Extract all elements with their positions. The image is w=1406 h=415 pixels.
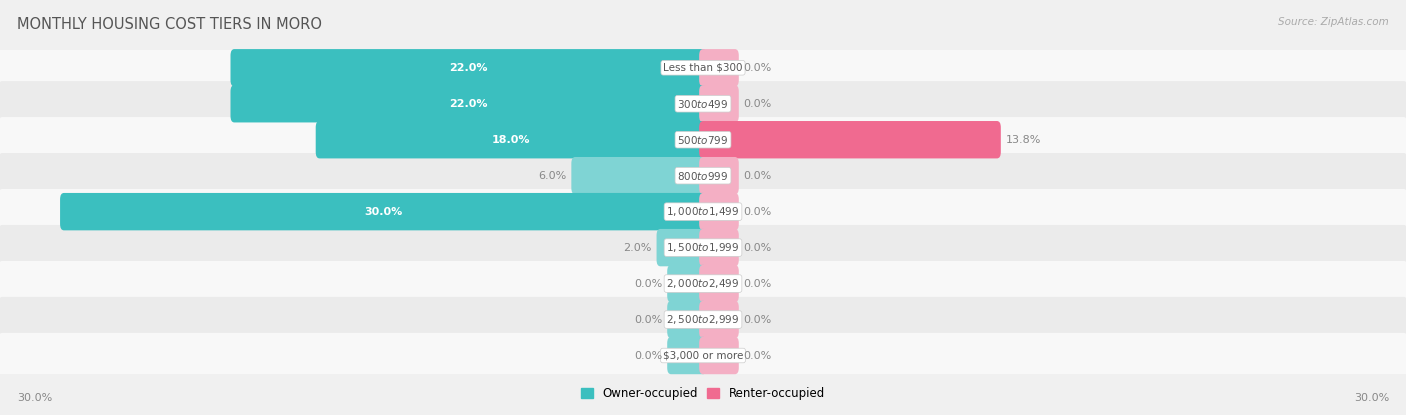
Text: 18.0%: 18.0%: [492, 135, 530, 145]
Text: 0.0%: 0.0%: [634, 315, 662, 325]
Text: 0.0%: 0.0%: [744, 243, 772, 253]
FancyBboxPatch shape: [316, 121, 707, 159]
FancyBboxPatch shape: [0, 117, 1406, 162]
FancyBboxPatch shape: [231, 85, 707, 122]
FancyBboxPatch shape: [60, 193, 707, 230]
Text: $3,000 or more: $3,000 or more: [662, 351, 744, 361]
Text: Less than $300: Less than $300: [664, 63, 742, 73]
FancyBboxPatch shape: [0, 297, 1406, 342]
Text: 2.0%: 2.0%: [623, 243, 652, 253]
FancyBboxPatch shape: [0, 225, 1406, 270]
Text: 0.0%: 0.0%: [744, 207, 772, 217]
FancyBboxPatch shape: [699, 265, 738, 302]
FancyBboxPatch shape: [657, 229, 707, 266]
Text: $500 to $799: $500 to $799: [678, 134, 728, 146]
FancyBboxPatch shape: [0, 333, 1406, 378]
FancyBboxPatch shape: [668, 337, 707, 374]
FancyBboxPatch shape: [699, 85, 738, 122]
Text: 6.0%: 6.0%: [538, 171, 567, 181]
Text: 22.0%: 22.0%: [450, 63, 488, 73]
FancyBboxPatch shape: [571, 157, 707, 194]
FancyBboxPatch shape: [699, 301, 738, 338]
Text: 30.0%: 30.0%: [17, 393, 52, 403]
Text: 0.0%: 0.0%: [744, 351, 772, 361]
FancyBboxPatch shape: [699, 229, 738, 266]
Text: $2,000 to $2,499: $2,000 to $2,499: [666, 277, 740, 290]
FancyBboxPatch shape: [699, 337, 738, 374]
FancyBboxPatch shape: [0, 189, 1406, 234]
FancyBboxPatch shape: [0, 81, 1406, 127]
FancyBboxPatch shape: [668, 301, 707, 338]
FancyBboxPatch shape: [699, 157, 738, 194]
Text: 30.0%: 30.0%: [364, 207, 402, 217]
FancyBboxPatch shape: [668, 265, 707, 302]
Text: 22.0%: 22.0%: [450, 99, 488, 109]
FancyBboxPatch shape: [231, 49, 707, 86]
Text: Source: ZipAtlas.com: Source: ZipAtlas.com: [1278, 17, 1389, 27]
Legend: Owner-occupied, Renter-occupied: Owner-occupied, Renter-occupied: [576, 383, 830, 405]
Text: $300 to $499: $300 to $499: [678, 98, 728, 110]
FancyBboxPatch shape: [0, 153, 1406, 198]
FancyBboxPatch shape: [699, 49, 738, 86]
Text: $1,500 to $1,999: $1,500 to $1,999: [666, 241, 740, 254]
Text: 13.8%: 13.8%: [1005, 135, 1040, 145]
Text: 0.0%: 0.0%: [744, 278, 772, 288]
Text: 0.0%: 0.0%: [634, 351, 662, 361]
Text: 0.0%: 0.0%: [744, 171, 772, 181]
Text: 0.0%: 0.0%: [744, 63, 772, 73]
Text: $800 to $999: $800 to $999: [678, 170, 728, 182]
Text: 0.0%: 0.0%: [634, 278, 662, 288]
Text: MONTHLY HOUSING COST TIERS IN MORO: MONTHLY HOUSING COST TIERS IN MORO: [17, 17, 322, 32]
FancyBboxPatch shape: [0, 45, 1406, 90]
Text: $1,000 to $1,499: $1,000 to $1,499: [666, 205, 740, 218]
FancyBboxPatch shape: [699, 121, 1001, 159]
FancyBboxPatch shape: [0, 261, 1406, 306]
Text: $2,500 to $2,999: $2,500 to $2,999: [666, 313, 740, 326]
Text: 30.0%: 30.0%: [1354, 393, 1389, 403]
FancyBboxPatch shape: [699, 193, 738, 230]
Text: 0.0%: 0.0%: [744, 315, 772, 325]
Text: 0.0%: 0.0%: [744, 99, 772, 109]
